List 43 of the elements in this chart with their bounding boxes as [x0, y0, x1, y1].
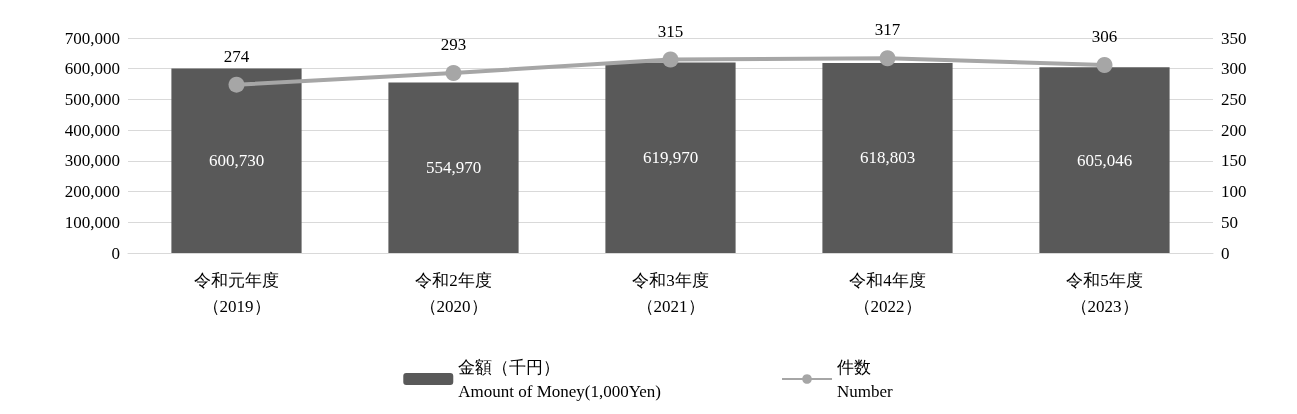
y2-tick-label: 350	[1221, 28, 1247, 48]
bar	[171, 68, 302, 253]
legend-label: 件数 Number	[837, 357, 894, 401]
y-tick-label: 500,000	[64, 89, 120, 109]
data-label: 605,046	[1076, 150, 1133, 170]
y2-tick-label: 50	[1221, 212, 1238, 232]
y-tick-label: 300,000	[64, 151, 120, 171]
y2-tick-label: 250	[1221, 89, 1247, 109]
y-tick-label: 700,000	[64, 28, 120, 48]
y-tick-label: 0	[111, 243, 120, 263]
point	[228, 76, 245, 93]
x-tick-label: 令和5年度（2023）	[1066, 270, 1143, 316]
bar	[605, 62, 736, 253]
data-label: 315	[657, 21, 684, 41]
y2-tick-label: 150	[1221, 151, 1247, 171]
y2-tick-label: 200	[1221, 120, 1247, 140]
data-label: 317	[874, 20, 901, 40]
y-tick-label: 200,000	[64, 182, 120, 202]
y-tick-label: 400,000	[64, 120, 120, 140]
point	[445, 65, 462, 82]
x-tick-label: 令和4年度（2022）	[849, 270, 926, 316]
y-tick-label: 600,000	[64, 59, 120, 79]
x-tick-label: 令和元年度（2019）	[194, 270, 279, 316]
point	[1096, 57, 1113, 74]
bar	[1039, 67, 1170, 253]
legend-label: 金額（千円） Amount of Money(1,000Yen)	[458, 357, 662, 401]
data-label: 600,730	[208, 151, 265, 171]
data-label: 619,970	[642, 148, 699, 168]
point	[879, 50, 896, 67]
x-tick-label: 令和2年度（2020）	[415, 270, 492, 316]
y2-tick-label: 300	[1221, 59, 1247, 79]
x-tick-label: 令和3年度（2021）	[632, 270, 709, 316]
y-tick-label: 100,000	[64, 212, 120, 232]
y2-tick-label: 0	[1221, 243, 1230, 263]
bar	[822, 62, 953, 253]
bar	[388, 82, 519, 253]
point	[662, 51, 679, 68]
data-label: 306	[1091, 27, 1118, 47]
y2-tick-label: 100	[1221, 182, 1247, 202]
data-label: 618,803	[859, 148, 916, 168]
data-label: 554,970	[425, 158, 482, 178]
data-label: 274	[223, 46, 250, 66]
data-label: 293	[440, 35, 467, 55]
